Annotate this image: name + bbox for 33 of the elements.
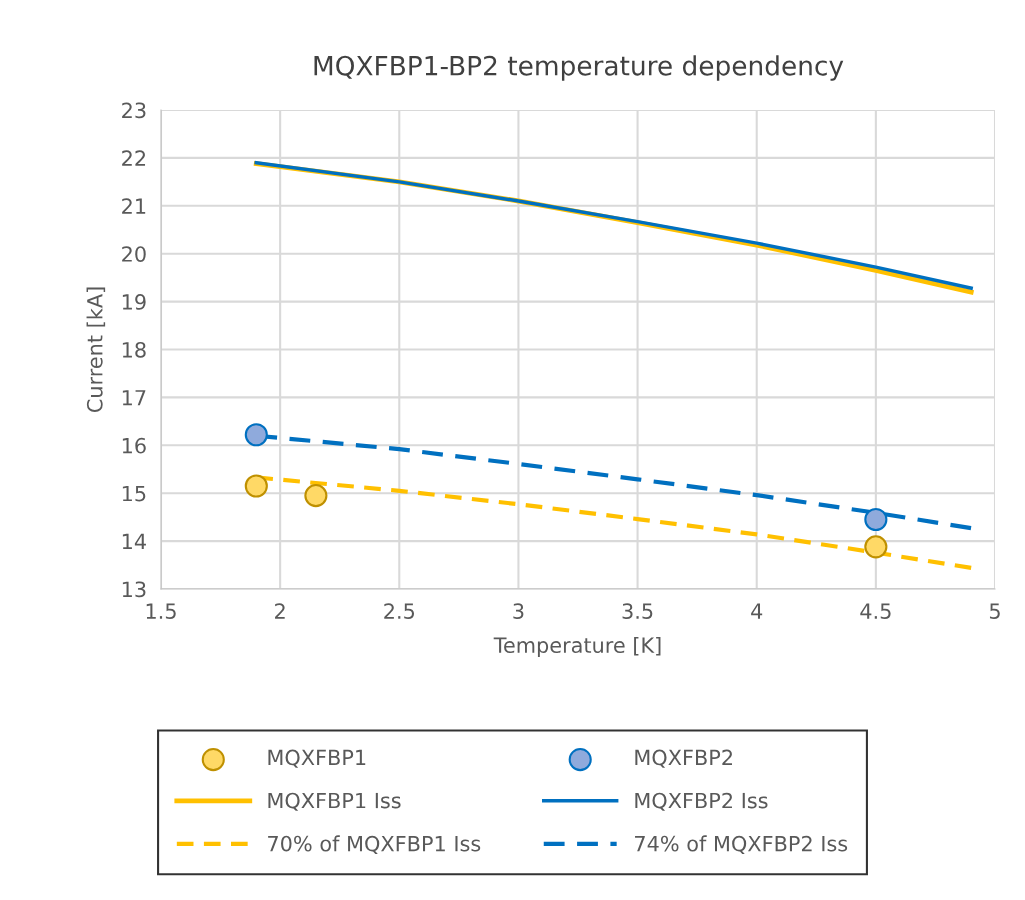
- y-tick-label: 13: [122, 581, 146, 598]
- x-tick-label: 1.5: [146, 603, 176, 620]
- y-tick-label: 22: [122, 150, 146, 166]
- y-tick-label: 19: [122, 294, 146, 310]
- point: [864, 535, 888, 559]
- x-tick-label: 4.5: [860, 603, 891, 620]
- x-tick-label: 2: [275, 603, 285, 619]
- y-tick-label: 20: [122, 246, 146, 262]
- legend-label: MQXFBP2 Iss: [635, 792, 768, 811]
- point: [244, 423, 268, 447]
- y-tick-label: 15: [122, 485, 146, 502]
- point: [304, 484, 328, 508]
- x-tick-label: 4: [751, 603, 763, 619]
- legend-label: 70% of MQXFBP1 Iss: [268, 835, 481, 854]
- legend-label: MQXFBP2: [635, 749, 732, 768]
- y-tick-label: 23: [122, 102, 146, 119]
- y-tick-label: 14: [122, 533, 146, 550]
- x-axis-title: Temperature [K]: [493, 636, 661, 658]
- legend-label: MQXFBP1 Iss: [268, 792, 401, 811]
- y-tick-label: 21: [122, 198, 146, 214]
- x-tick-label: 5: [989, 603, 1000, 620]
- chart-title: MQXFBP1-BP2 temperature dependency: [314, 55, 844, 81]
- x-tick-label: 3: [513, 603, 524, 620]
- legend-label: 74% of MQXFBP2 Iss: [635, 835, 848, 854]
- y-tick-label: 16: [122, 437, 146, 454]
- point: [244, 474, 268, 498]
- x-tick-label: 3.5: [622, 603, 653, 620]
- y-tick-label: 17: [122, 390, 146, 406]
- x-tick-label: 2.5: [384, 603, 415, 620]
- point: [864, 507, 888, 532]
- legend-label: MQXFBP1: [268, 749, 366, 768]
- y-tick-label: 18: [122, 341, 146, 358]
- y-axis-title: Current [kA]: [86, 287, 106, 413]
